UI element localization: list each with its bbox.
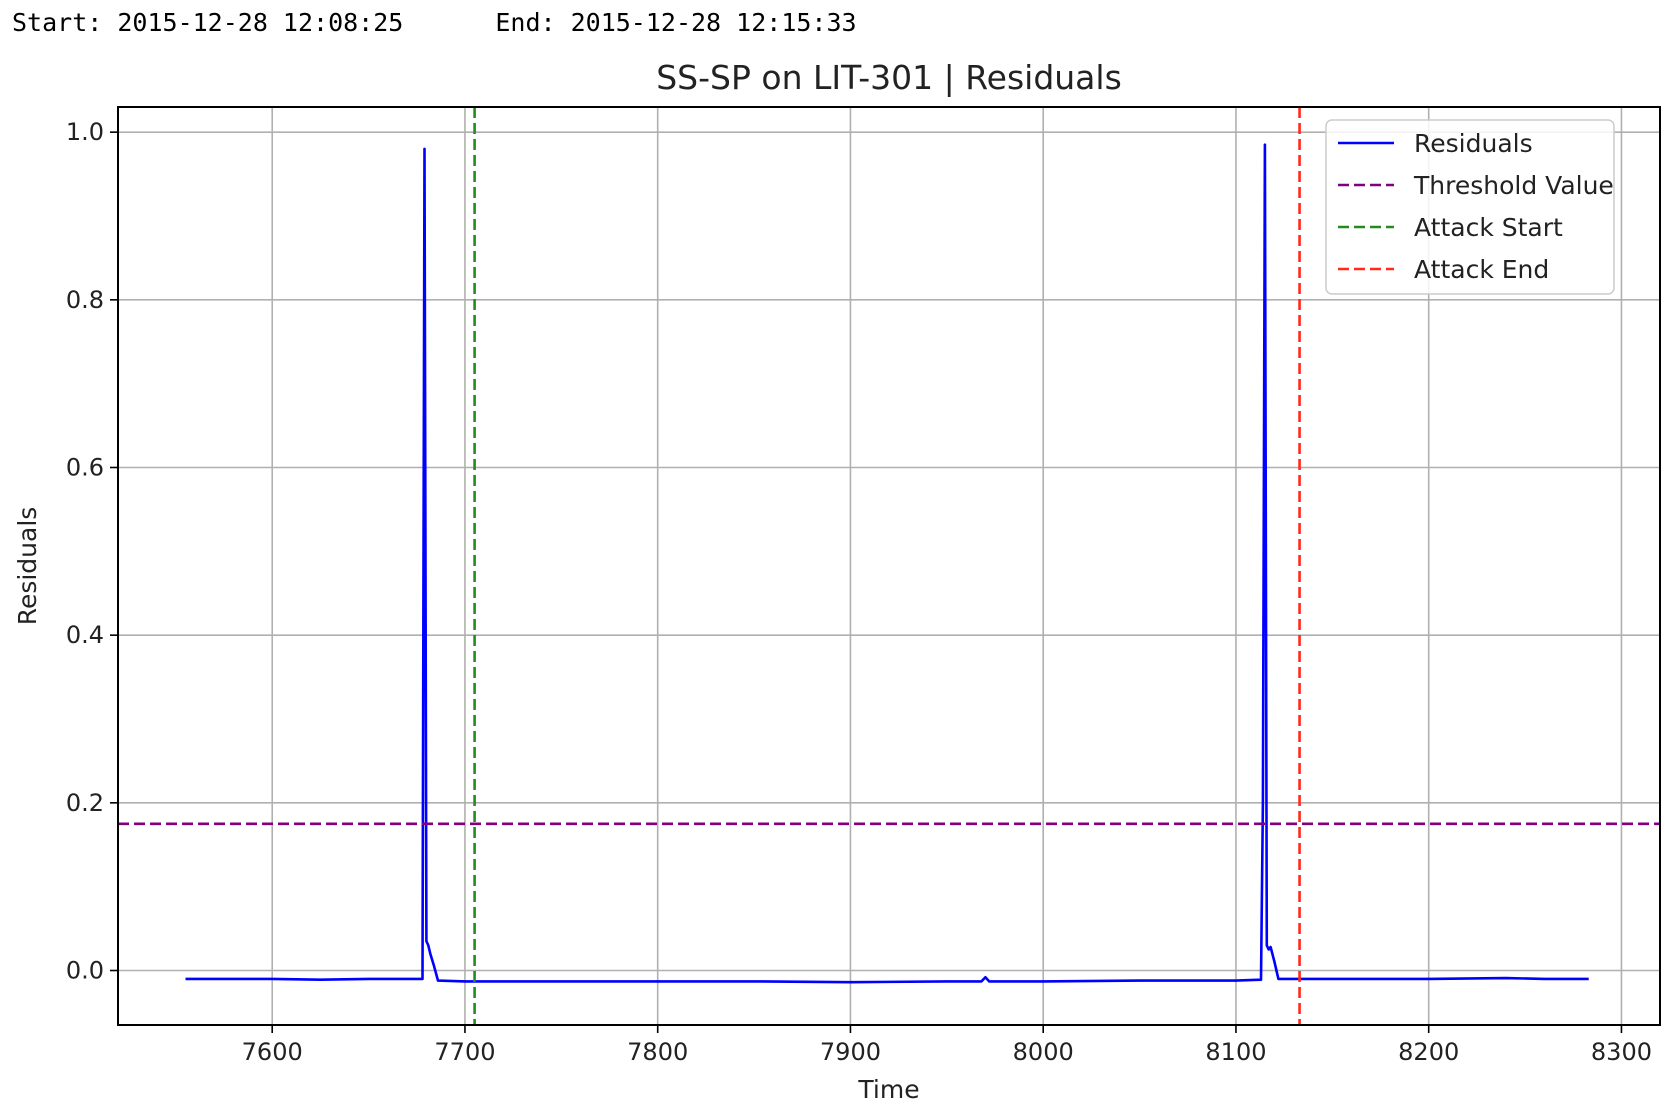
y-tick-label: 0.0	[66, 957, 104, 985]
axis-ticks: 7600 7700 7800 7900 8000 8100 8200 8300 0.0 0.2 0.…	[66, 118, 1652, 1066]
legend: Residuals Threshold Value Attack Start Atta…	[1325, 119, 1615, 295]
y-tick-label: 0.2	[66, 789, 104, 817]
x-tick-label: 8200	[1398, 1038, 1459, 1066]
legend-entry-label: Residuals	[1414, 129, 1533, 158]
y-tick-label: 1.0	[66, 118, 104, 146]
x-tick-label: 7800	[627, 1038, 688, 1066]
start-time-text: Start: 2015-12-28 12:08:25	[12, 8, 404, 37]
y-tick-label: 0.8	[66, 286, 104, 314]
x-tick-label: 7900	[820, 1038, 881, 1066]
y-axis-label: Residuals	[13, 507, 42, 626]
x-axis-label: Time	[857, 1075, 919, 1104]
x-tick-label: 8100	[1205, 1038, 1266, 1066]
grid	[118, 107, 1660, 1025]
x-tick-label: 8000	[1013, 1038, 1074, 1066]
legend-entry-label: Attack End	[1414, 255, 1549, 284]
y-tick-label: 0.4	[66, 621, 104, 649]
plot-series	[118, 107, 1660, 1025]
residuals-line	[185, 143, 1589, 984]
legend-entry-label: Threshold Value	[1413, 171, 1614, 200]
y-tick-label: 0.6	[66, 453, 104, 481]
legend-box	[1325, 119, 1615, 295]
end-time-text: End: 2015-12-28 12:15:33	[495, 8, 857, 37]
chart-title: SS-SP on LIT-301 | Residuals	[656, 58, 1122, 97]
x-tick-label: 7600	[242, 1038, 303, 1066]
time-range-header: Start: 2015-12-28 12:08:25 End: 2015-12-2…	[12, 8, 857, 37]
plot-frame	[117, 106, 1661, 1026]
x-tick-label: 7700	[434, 1038, 495, 1066]
legend-entry-label: Attack Start	[1414, 213, 1563, 242]
x-tick-label: 8300	[1591, 1038, 1652, 1066]
